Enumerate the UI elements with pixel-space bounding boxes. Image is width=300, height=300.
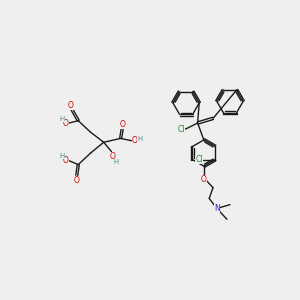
Text: H: H bbox=[137, 136, 142, 142]
Text: O: O bbox=[63, 118, 69, 127]
Text: O: O bbox=[63, 156, 69, 165]
Text: O: O bbox=[201, 175, 207, 184]
Text: O: O bbox=[120, 120, 126, 129]
Text: H: H bbox=[113, 158, 119, 164]
Text: Cl: Cl bbox=[178, 125, 185, 134]
Text: O: O bbox=[132, 136, 137, 145]
Text: O: O bbox=[68, 101, 74, 110]
Text: O: O bbox=[74, 176, 80, 185]
Text: H: H bbox=[59, 116, 65, 122]
Text: H: H bbox=[59, 153, 65, 159]
Text: O: O bbox=[110, 152, 116, 160]
Text: Cl: Cl bbox=[195, 155, 203, 164]
Text: N: N bbox=[214, 204, 220, 213]
